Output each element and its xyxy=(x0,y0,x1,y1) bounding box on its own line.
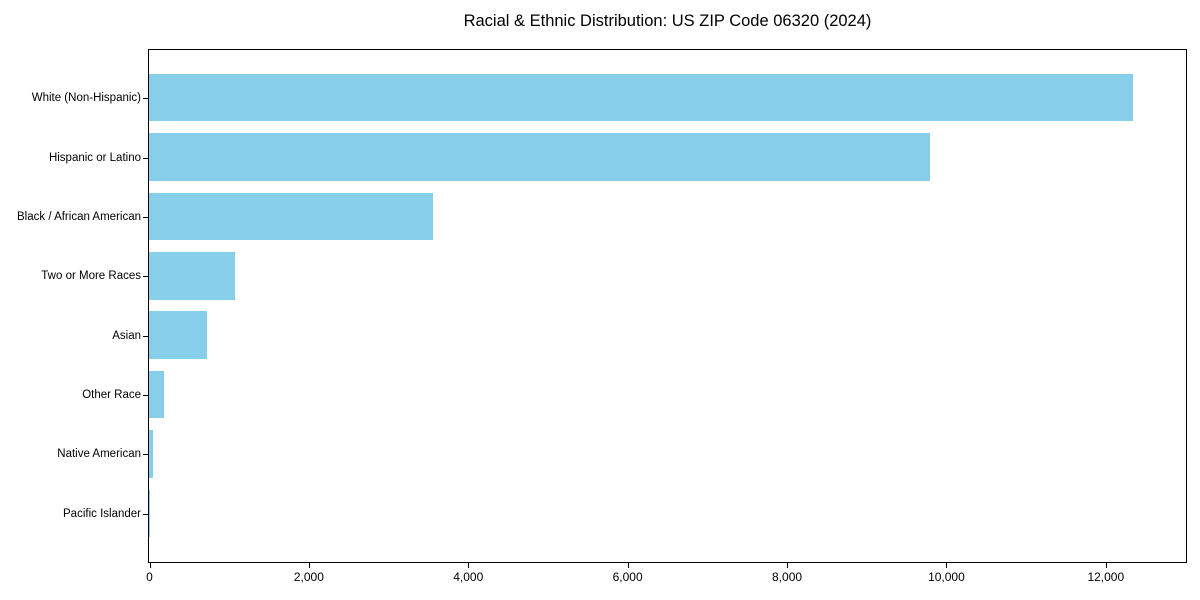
x-tick-label: 2,000 xyxy=(293,570,324,584)
x-tick-label: 4,000 xyxy=(453,570,484,584)
y-tick-label: Native American xyxy=(57,448,141,461)
bar-two-or-more-races xyxy=(149,252,235,300)
bar-white-non-hispanic xyxy=(149,73,1134,122)
y-tick-mark xyxy=(143,216,148,218)
chart-title: Racial & Ethnic Distribution: US ZIP Cod… xyxy=(463,12,872,30)
bar-asian xyxy=(149,311,208,359)
y-tick-mark xyxy=(143,454,148,456)
plot-area xyxy=(148,49,1187,563)
x-tick-mark xyxy=(946,563,948,568)
bar-black-african-american xyxy=(149,192,433,241)
y-tick-label: Hispanic or Latino xyxy=(48,151,141,164)
y-tick-mark xyxy=(143,276,148,278)
y-tick-label: White (Non-Hispanic) xyxy=(31,92,141,105)
bar-hispanic-or-latino xyxy=(149,133,930,181)
y-tick-label: Black / African American xyxy=(17,210,141,223)
y-tick-label: Pacific Islander xyxy=(63,507,141,520)
y-tick-mark xyxy=(143,335,148,337)
y-tick-label: Asian xyxy=(112,329,141,342)
x-tick-mark xyxy=(1105,563,1107,568)
x-tick-mark xyxy=(787,563,789,568)
y-tick-mark xyxy=(143,157,148,159)
bar-pacific-islander xyxy=(149,489,150,537)
bar-native-american xyxy=(149,430,154,478)
y-tick-mark xyxy=(143,98,148,100)
x-tick-mark xyxy=(308,563,310,568)
bar-other-race xyxy=(149,370,165,419)
y-tick-mark xyxy=(143,395,148,397)
x-tick-label: 12,000 xyxy=(1087,570,1125,584)
x-tick-mark xyxy=(468,563,470,568)
x-tick-label: 6,000 xyxy=(612,570,643,584)
y-tick-label: Other Race xyxy=(82,389,141,402)
x-tick-label: 0 xyxy=(146,570,153,584)
x-tick-label: 8,000 xyxy=(772,570,803,584)
x-tick-mark xyxy=(627,563,629,568)
y-tick-label: Two or More Races xyxy=(41,270,141,283)
x-tick-label: 10,000 xyxy=(928,570,965,584)
y-tick-mark xyxy=(143,513,148,515)
x-tick-mark xyxy=(149,563,151,568)
